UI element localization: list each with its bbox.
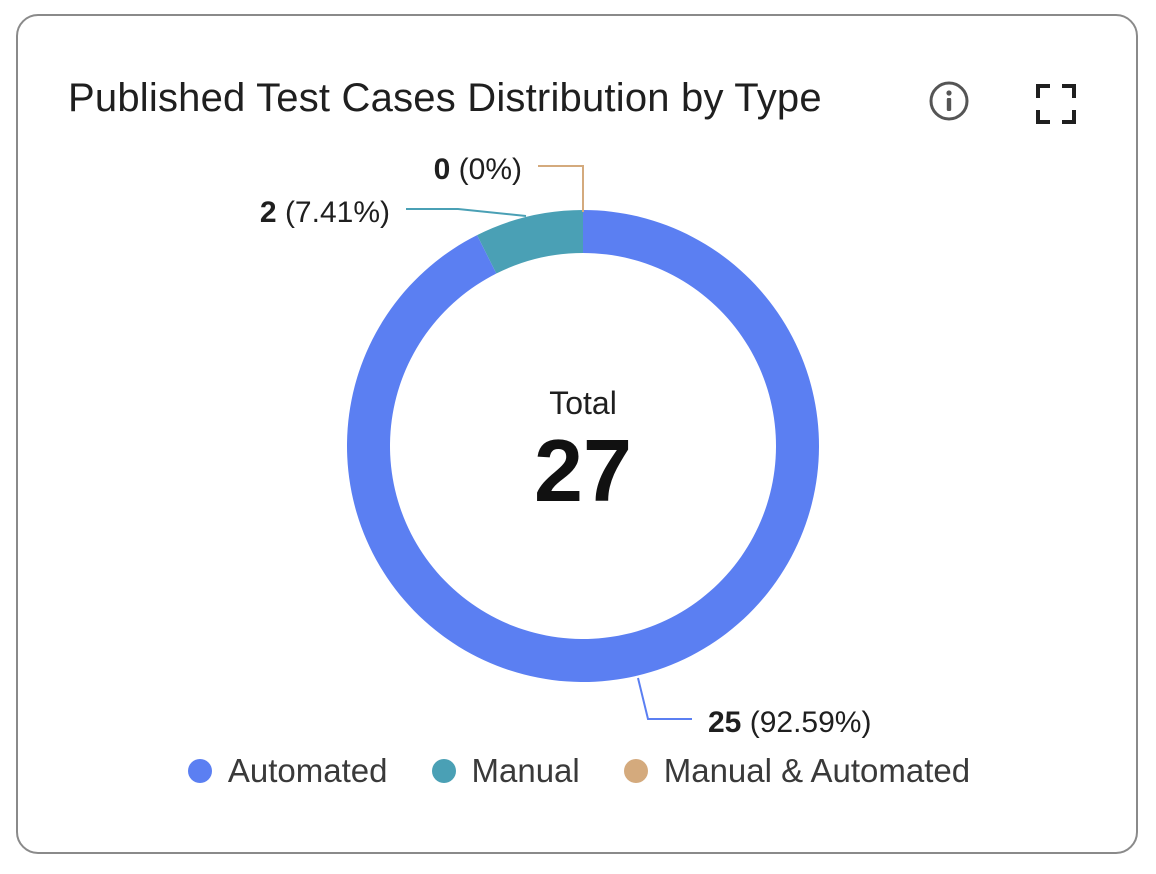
data-label: 0 (0%) xyxy=(434,153,522,186)
legend-label: Manual xyxy=(471,752,580,789)
data-label: 25 (92.59%) xyxy=(708,706,871,739)
donut-chart: 25 (92.59%) 2 (7.41%) 0 (0%) Total 27 xyxy=(260,153,872,739)
chart-legend: Automated Manual Manual & Automated xyxy=(18,752,1140,790)
legend-dot-icon xyxy=(623,759,648,783)
legend-dot-icon xyxy=(431,759,456,783)
center-total: 27 xyxy=(534,421,632,520)
leader-line xyxy=(406,208,527,217)
leader-line xyxy=(538,165,584,212)
expand-icon[interactable] xyxy=(1032,80,1080,128)
data-label: 2 (7.41%) xyxy=(260,196,390,229)
center-label: Total xyxy=(549,385,617,421)
info-icon[interactable] xyxy=(928,80,970,122)
chart-card: Published Test Cases Distribution by Typ… xyxy=(16,14,1138,854)
legend-label: Automated xyxy=(227,752,388,789)
chart-title: Published Test Cases Distribution by Typ… xyxy=(68,76,822,120)
legend-item[interactable]: Manual & Automated xyxy=(623,752,971,790)
legend-dot-icon xyxy=(187,759,212,783)
slice-manual[interactable] xyxy=(477,210,583,274)
legend-item[interactable]: Manual xyxy=(431,752,580,790)
legend-item[interactable]: Automated xyxy=(187,752,388,790)
leader-line xyxy=(637,677,692,720)
legend-label: Manual & Automated xyxy=(663,752,971,789)
